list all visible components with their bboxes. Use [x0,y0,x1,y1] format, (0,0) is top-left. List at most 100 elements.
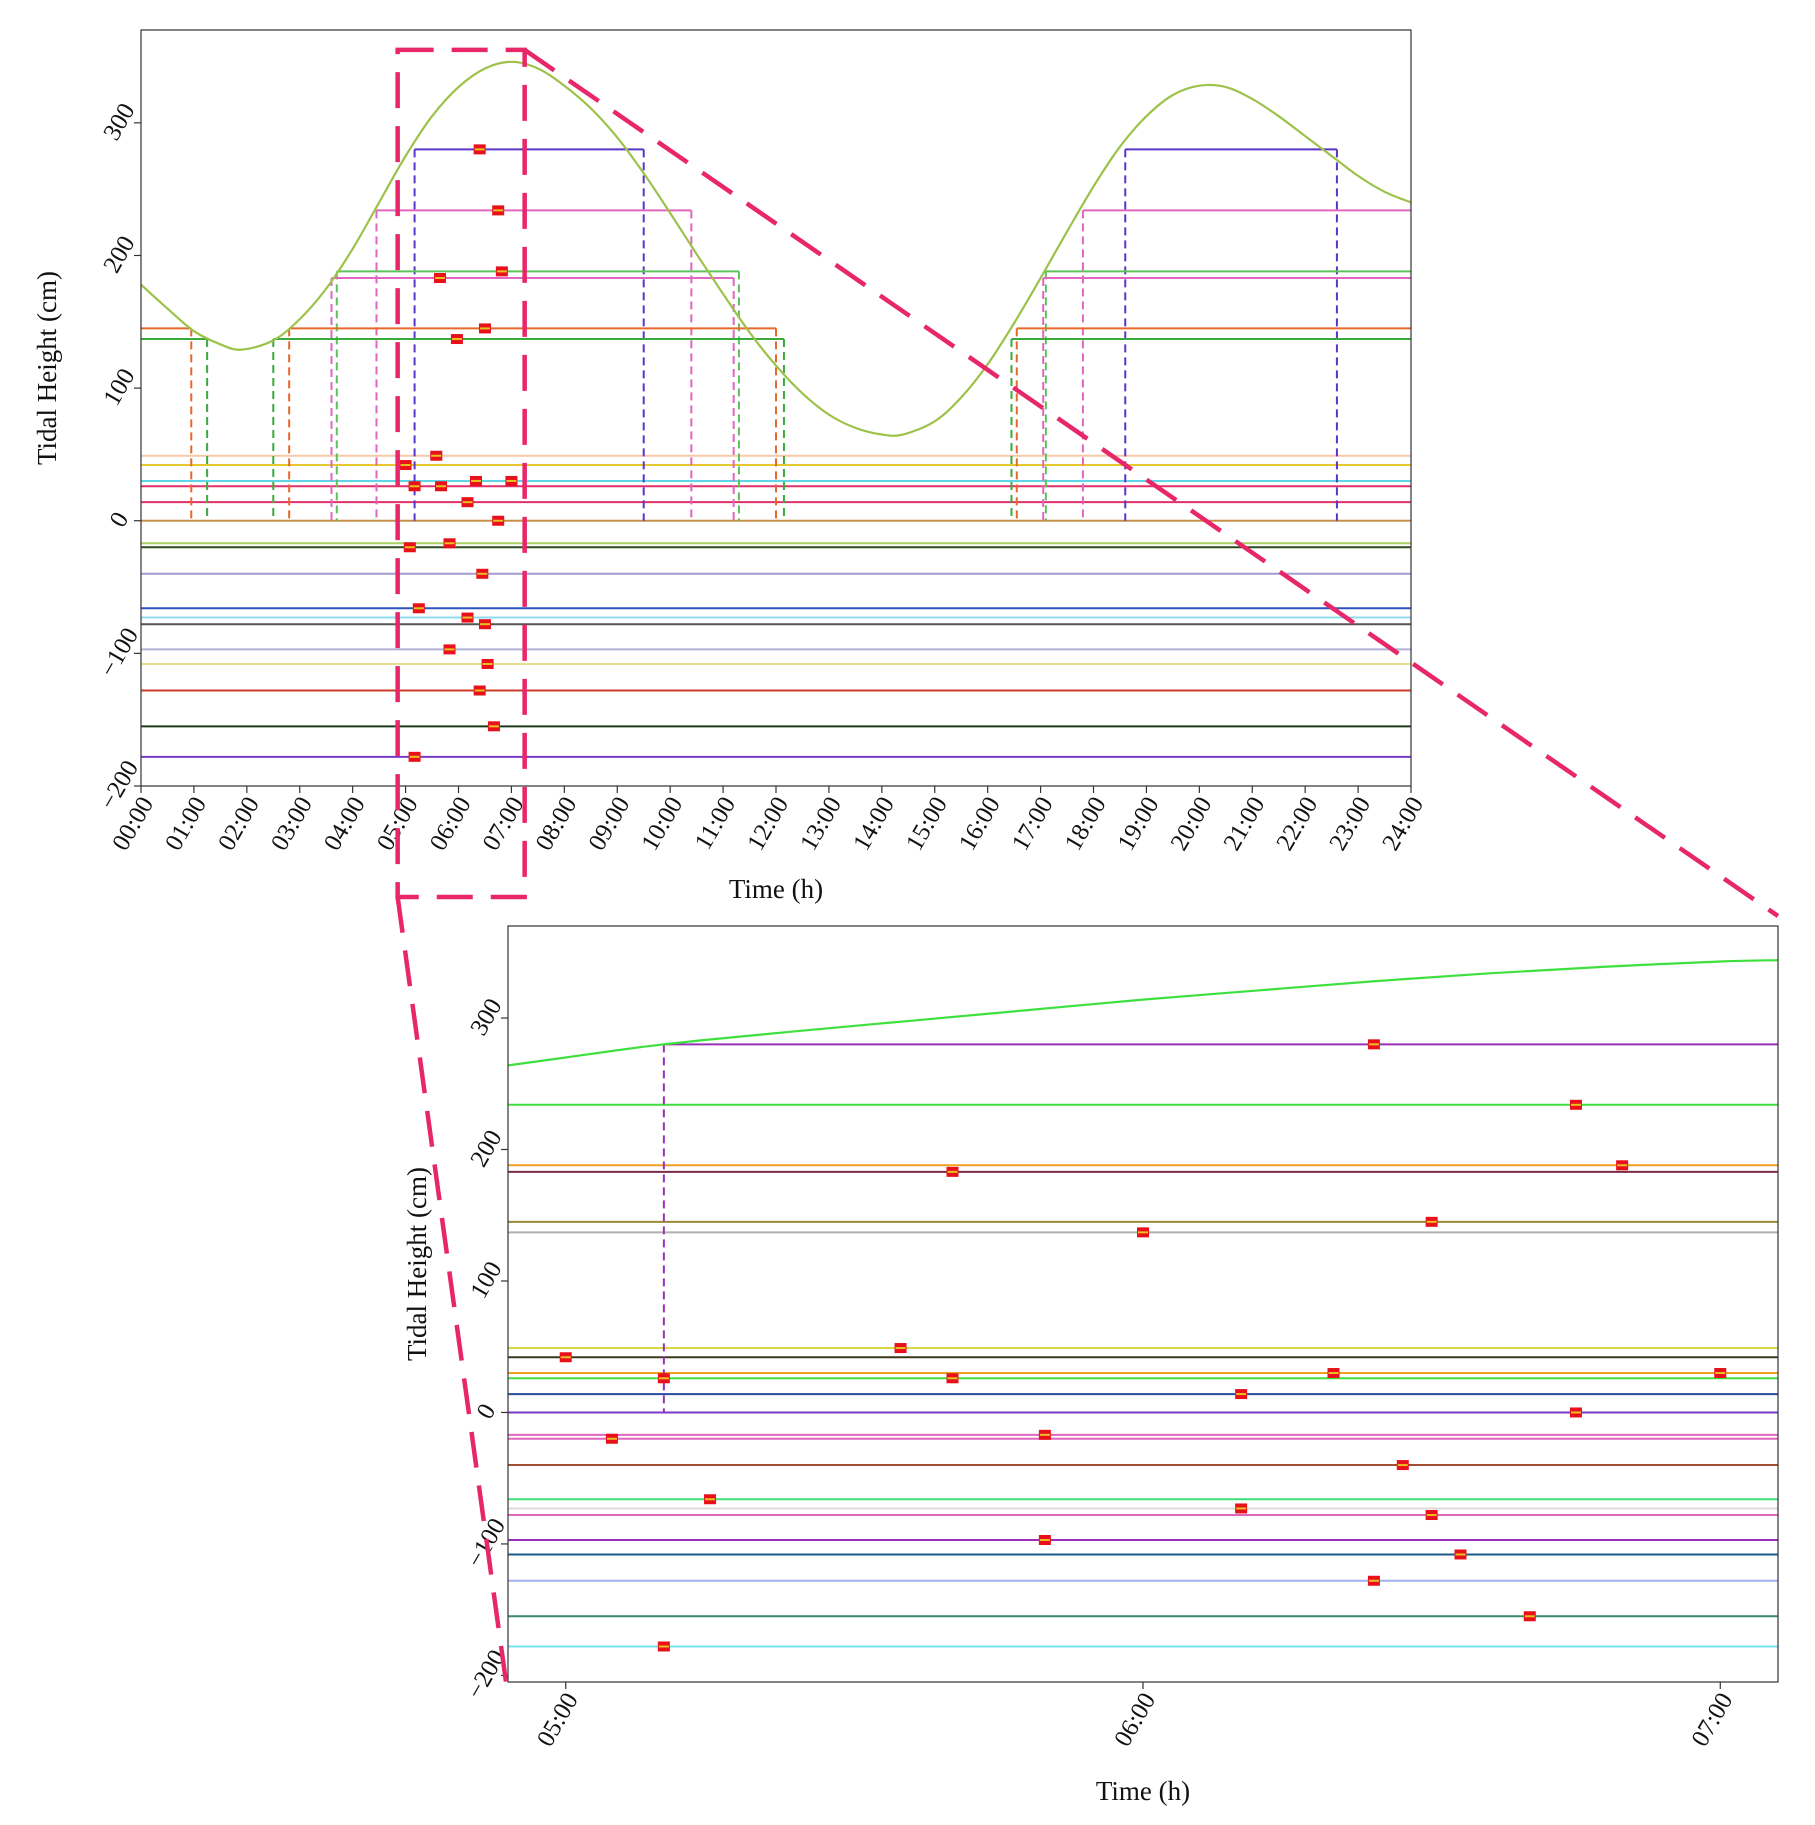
main-marker-11 [505,475,518,486]
main-marker-17 [412,603,425,614]
main-marker-14 [403,542,416,553]
main-x-tick-label-14: 14:00 [848,792,900,855]
inset-marker-11 [1714,1368,1727,1379]
main-marker-2 [433,273,446,284]
main-x-tick-label-1: 01:00 [160,792,212,855]
zoom-connector-top [523,48,1780,918]
main-x-tick-label-19: 19:00 [1113,792,1165,855]
inset-marker-5 [1425,1216,1438,1227]
inset-y-tick-label-4: 200 [465,1126,507,1172]
main-x-tick-label-7: 07:00 [478,792,530,855]
main-marker-19 [478,619,491,630]
main-x-tick-label-13: 13:00 [795,792,847,855]
inset-x-tick-label-1: 06:00 [1109,1688,1161,1751]
main-x-tick-label-8: 08:00 [531,792,583,855]
inset-marker-3 [1616,1160,1629,1171]
main-x-tick-label-17: 17:00 [1007,792,1059,855]
inset-marker-18 [1235,1503,1248,1514]
main-marker-15 [443,538,456,549]
main-marker-18 [461,612,474,623]
main-x-tick-label-22: 22:00 [1271,792,1323,855]
main-x-tick-label-20: 20:00 [1166,792,1218,855]
main-x-tick-label-6: 06:00 [425,792,477,855]
main-tide-curve [141,60,1411,437]
main-plot-area [141,60,1411,762]
inset-marker-9 [946,1373,959,1384]
inset-marker-4 [1137,1227,1149,1238]
inset-marker-23 [1523,1611,1536,1622]
zoom-box [395,47,527,900]
inset-x-axis-title: Time (h) [1096,1776,1190,1806]
main-x-tick-label-12: 12:00 [742,792,794,855]
main-y-tick-label-5: 300 [98,99,140,145]
main-series-group [141,60,1411,762]
main-marker-23 [487,721,500,732]
inset-tide-curve [508,959,1778,1067]
inset-x-tick-label-0: 05:00 [532,1688,584,1751]
main-marker-8 [408,481,421,492]
main-marker-20 [443,644,456,655]
main-marker-22 [473,685,486,696]
main-x-tick-label-4: 04:00 [319,792,371,855]
main-marker-0 [473,144,486,155]
inset-marker-8 [657,1373,670,1384]
main-y-tick-label-3: 100 [98,364,140,410]
inset-marker-2 [946,1166,959,1177]
main-marker-13 [492,515,505,526]
main-marker-21 [481,658,494,669]
main-x-tick-label-18: 18:00 [1060,792,1112,855]
inset-marker-13 [1569,1407,1582,1418]
main-x-tick-label-11: 11:00 [690,792,741,854]
main-x-tick-label-16: 16:00 [954,792,1006,855]
zoom-connector-bottom [395,896,509,1683]
inset-marker-17 [704,1494,717,1505]
main-x-tick-label-3: 03:00 [266,792,318,855]
main-marker-6 [399,460,412,471]
inset-marker-20 [1038,1535,1051,1546]
inset-series-group [508,959,1778,1652]
main-y-axis-title: Tidal Height (cm) [32,271,62,465]
inset-marker-19 [1425,1510,1438,1521]
inset-marker-22 [1367,1575,1380,1586]
inset-marker-24 [657,1641,670,1652]
main-axes: 00:00 01:00 02:00 03:00 04:00 05:00 06:00 07:00… [95,29,1429,855]
main-x-tick-label-9: 09:00 [584,792,636,855]
main-marker-10 [469,475,482,486]
main-marker-24 [408,751,421,762]
inset-marker-10 [1327,1368,1340,1379]
inset-marker-15 [1038,1429,1051,1440]
inset-y-tick-label-5: 300 [465,994,507,1040]
main-x-tick-label-15: 15:00 [901,792,953,855]
inset-y-tick-label-3: 100 [465,1257,507,1303]
main-marker-5 [478,323,491,334]
inset-marker-6 [559,1352,572,1363]
inset-plot-area [508,959,1778,1652]
main-marker-12 [461,497,474,508]
inset-y-tick-label-2: 0 [472,1399,502,1423]
main-marker-7 [430,450,443,461]
main-marker-16 [476,568,489,579]
main-marker-4 [450,334,463,345]
main-marker-9 [435,481,448,492]
inset-marker-7 [894,1343,907,1354]
inset-marker-1 [1569,1099,1582,1110]
inset-y-axis-title: Tidal Height (cm) [402,1167,432,1361]
inset-marker-14 [605,1433,618,1444]
main-marker-1 [492,205,505,216]
inset-marker-0 [1367,1039,1380,1050]
main-y-tick-label-2: 0 [105,508,135,532]
main-y-tick-label-4: 200 [98,232,140,278]
inset-marker-21 [1454,1549,1467,1560]
main-x-tick-label-21: 21:00 [1219,792,1271,855]
inset-marker-12 [1235,1389,1248,1400]
main-marker-3 [495,266,508,277]
main-x-axis-title: Time (h) [729,874,823,904]
inset-marker-16 [1396,1460,1409,1471]
main-chart: 00:00 01:00 02:00 03:00 04:00 05:00 06:00 07:00… [32,29,1429,904]
main-y-tick-label-1: −100 [95,623,144,681]
main-x-tick-label-2: 02:00 [213,792,265,855]
inset-frame [507,925,1779,1683]
